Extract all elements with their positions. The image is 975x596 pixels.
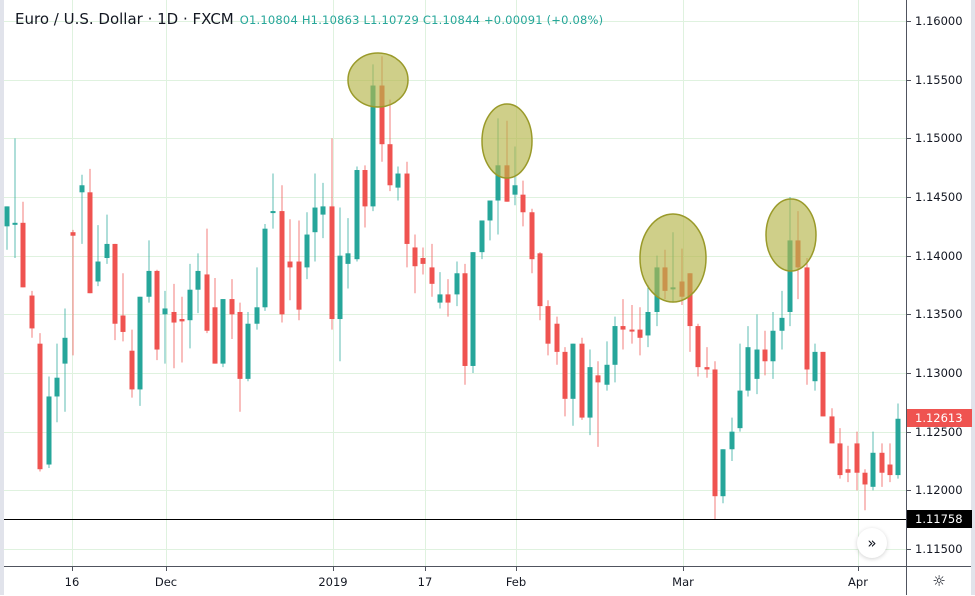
symbol-title[interactable]: Euro / U.S. Dollar · 1D · FXCM — [15, 10, 234, 28]
low-value: L1.10729 — [363, 13, 420, 27]
price-tick-label: 1.12500 — [915, 425, 963, 439]
price-tick-label: 1.14500 — [915, 190, 963, 204]
scroll-to-realtime-button[interactable]: » — [857, 528, 887, 558]
time-tick-mark — [72, 567, 73, 571]
settings-icon: ☼ — [932, 572, 946, 590]
time-tick-label: Feb — [505, 575, 527, 589]
candles — [4, 56, 901, 520]
right-border — [971, 0, 975, 595]
price-tick-mark — [907, 197, 911, 198]
price-tick-label: 1.15500 — [915, 73, 963, 87]
price-tick-mark — [907, 256, 911, 257]
price-tick-label: 1.14000 — [915, 249, 963, 263]
price-tick-mark — [907, 373, 911, 374]
time-tick-label: Mar — [672, 575, 694, 589]
time-tick-mark — [858, 567, 859, 571]
double-chevron-right-icon: » — [867, 534, 877, 552]
left-border — [0, 0, 4, 595]
change-value: +0.00091 (+0.08%) — [483, 13, 604, 27]
time-tick-label: Apr — [848, 575, 868, 589]
ohlc-values: O1.10804 H1.10863 L1.10729 C1.10844 +0.0… — [240, 13, 604, 27]
high-value: H1.10863 — [301, 13, 360, 27]
support-price-tag: 1.11758 — [907, 509, 972, 528]
price-tick-label: 1.13000 — [915, 366, 963, 380]
price-tick-mark — [907, 314, 911, 315]
time-tick-mark — [425, 567, 426, 571]
time-tick-label: 17 — [417, 575, 433, 589]
price-tick-label: 1.16000 — [915, 14, 963, 28]
time-tick-label: 2019 — [318, 575, 348, 589]
price-axis[interactable]: 1.16000 1.15500 1.15000 1.14500 1.14000 1.135… — [906, 0, 972, 566]
candlestick-plot[interactable] — [4, 0, 906, 566]
price-tick-label: 1.12000 — [915, 483, 963, 497]
time-axis[interactable]: 16 Dec 2019 17 Feb Mar Apr — [4, 566, 906, 596]
price-tick-mark — [907, 80, 911, 81]
price-tick-mark — [907, 138, 911, 139]
price-tick-label: 1.15000 — [915, 131, 963, 145]
price-tick-mark — [907, 549, 911, 550]
chart-settings-button[interactable]: ☼ — [906, 566, 971, 595]
price-tick-mark — [907, 432, 911, 433]
price-tick-label: 1.11500 — [915, 542, 963, 556]
close-value: C1.10844 — [422, 13, 481, 27]
time-tick-mark — [683, 567, 684, 571]
time-tick-mark — [516, 567, 517, 571]
time-tick-mark — [333, 567, 334, 571]
price-tick-mark — [907, 21, 911, 22]
time-tick-mark — [166, 567, 167, 571]
chart-legend: Euro / U.S. Dollar · 1D · FXCM O1.10804 … — [15, 10, 603, 28]
price-tick-mark — [907, 490, 911, 491]
highlight-ellipses — [347, 52, 817, 303]
price-tick-label: 1.13500 — [915, 307, 963, 321]
time-tick-label: 16 — [64, 575, 80, 589]
open-value: O1.10804 — [239, 13, 298, 27]
last-price-tag: 1.12613 — [907, 409, 972, 428]
time-tick-label: Dec — [154, 575, 178, 589]
